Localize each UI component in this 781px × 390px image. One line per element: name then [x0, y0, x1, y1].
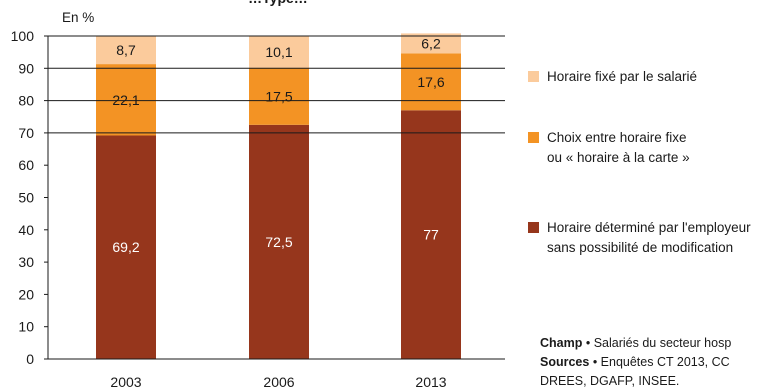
bar-segment — [96, 64, 156, 136]
bar-segment — [249, 35, 309, 69]
legend-label: Horaire déterminé par l'employeur — [547, 220, 751, 235]
legend-text: Horaire déterminé par l'employeur sans po… — [547, 218, 751, 258]
y-tick-label: 10 — [18, 319, 34, 335]
bar-segment — [401, 33, 461, 54]
data-label: 17,6 — [417, 74, 444, 90]
bar-segment — [401, 110, 461, 359]
legend-item: Horaire fixé par le salarié — [528, 67, 697, 87]
y-tick-label: 90 — [18, 60, 34, 76]
legend-swatch — [528, 222, 539, 233]
y-tick-label: 0 — [26, 351, 34, 367]
bar-segment — [96, 36, 156, 65]
y-tick-label: 40 — [18, 222, 34, 238]
x-tick-label: 2003 — [110, 374, 141, 390]
legend-label: ou « horaire à la carte » — [547, 150, 690, 165]
data-label: 72,5 — [265, 234, 292, 250]
legend-swatch — [528, 71, 539, 82]
chart-title: …Type… — [248, 0, 308, 6]
y-tick-label: 80 — [18, 93, 34, 109]
data-label: 22,1 — [112, 92, 139, 108]
champ-note: Champ • Salariés du secteur hosp — [540, 336, 731, 350]
data-label: 77 — [423, 227, 439, 243]
data-label: 6,2 — [421, 35, 441, 51]
y-tick-label: 100 — [11, 28, 35, 44]
bar-segment — [96, 135, 156, 359]
x-tick-label: 2006 — [263, 374, 294, 390]
legend-item: Choix entre horaire fixe ou « horaire à l… — [528, 128, 690, 168]
y-tick-label: 50 — [18, 190, 34, 206]
legend-label: sans possibilité de modification — [547, 240, 734, 255]
sources-note: Sources • Enquêtes CT 2013, CC — [540, 355, 730, 369]
sources-label: Sources — [540, 355, 590, 369]
legend-item: Horaire déterminé par l'employeur sans po… — [528, 218, 751, 258]
y-tick-label: 70 — [18, 125, 34, 141]
data-label: 17,5 — [265, 89, 292, 105]
y-tick-label: 20 — [18, 286, 34, 302]
sources-text: • Enquêtes CT 2013, CC — [589, 355, 730, 369]
legend-text: Choix entre horaire fixe ou « horaire à l… — [547, 128, 690, 168]
legend-text: Horaire fixé par le salarié — [547, 67, 697, 87]
x-tick-label: 2013 — [415, 374, 446, 390]
bar-segment — [249, 68, 309, 125]
y-tick-label: 30 — [18, 254, 34, 270]
bar-segment — [249, 124, 309, 359]
data-label: 69,2 — [112, 239, 139, 255]
data-label: 8,7 — [116, 42, 136, 58]
data-label: 10,1 — [265, 44, 292, 60]
champ-text: • Salariés du secteur hosp — [582, 336, 732, 350]
y-axis-label: En % — [62, 10, 94, 25]
legend-swatch — [528, 132, 539, 143]
y-tick-label: 60 — [18, 157, 34, 173]
legend-label: Choix entre horaire fixe — [547, 130, 687, 145]
champ-label: Champ — [540, 336, 583, 350]
legend-label: Horaire fixé par le salarié — [547, 69, 698, 84]
